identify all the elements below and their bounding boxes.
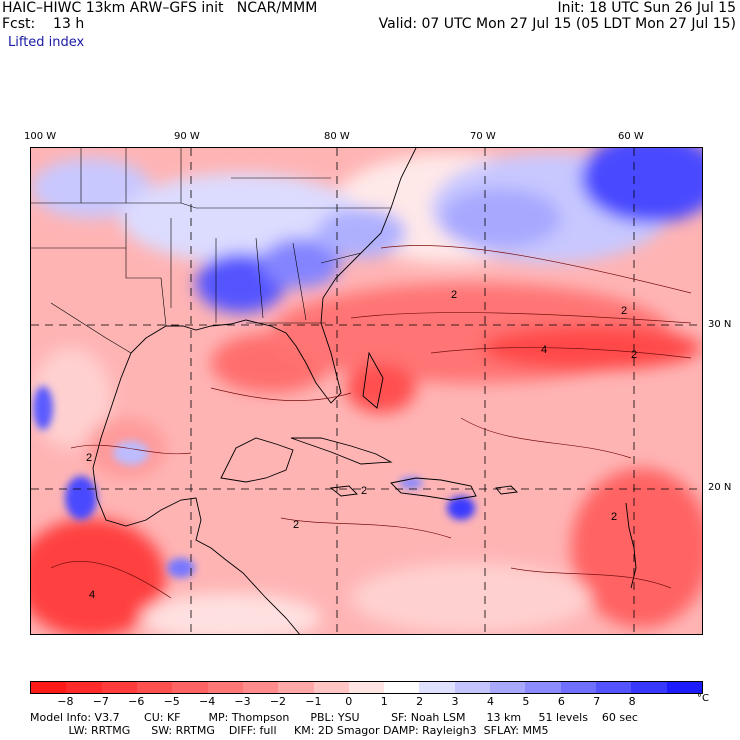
contour-label: 2 bbox=[451, 289, 457, 301]
contour-label: 2 bbox=[631, 349, 637, 361]
colorbar-cell bbox=[596, 682, 632, 693]
map-canvas: 2 2 2 4 2 2 2 4 2 bbox=[31, 148, 702, 634]
colorbar-cell bbox=[490, 682, 526, 693]
colorbar-tick-label: 1 bbox=[380, 695, 388, 708]
colorbar-tick-label: −3 bbox=[234, 695, 251, 708]
colorbar-cell bbox=[560, 682, 596, 693]
colorbar bbox=[30, 681, 703, 694]
init-time: Init: 18 UTC Sun 26 Jul 15 bbox=[557, 0, 736, 16]
colorbar-cell bbox=[348, 682, 385, 693]
colorbar-tick-label: −6 bbox=[128, 695, 145, 708]
colorbar-cell bbox=[66, 682, 102, 693]
contour-label: 2 bbox=[621, 305, 627, 317]
colorbar-cell bbox=[666, 682, 702, 693]
contour-label: 2 bbox=[86, 452, 92, 464]
colorbar-tick-label: 8 bbox=[628, 695, 636, 708]
lifted-index-map: 2 2 2 4 2 2 2 4 2 bbox=[30, 147, 703, 635]
field-name: Lifted index bbox=[8, 35, 85, 50]
valid-time: Valid: 07 UTC Mon 27 Jul 15 (05 LDT Mon … bbox=[378, 16, 736, 32]
colorbar-tick-label: 0 bbox=[345, 695, 353, 708]
forecast-hour: Fcst: 13 h bbox=[2, 16, 85, 32]
lon-label-70w: 70 W bbox=[470, 131, 496, 142]
lat-label-30n: 30 N bbox=[708, 319, 732, 330]
colorbar-cell bbox=[278, 682, 314, 693]
colorbar-cell bbox=[419, 682, 455, 693]
contour-label: 4 bbox=[541, 344, 547, 356]
colorbar-tick-label: 7 bbox=[593, 695, 601, 708]
lon-label-90w: 90 W bbox=[174, 131, 200, 142]
graticule bbox=[31, 148, 702, 634]
colorbar-tick-label: 4 bbox=[486, 695, 494, 708]
contour-label: 4 bbox=[89, 589, 95, 601]
contour-lines bbox=[50, 245, 692, 599]
colorbar-cell bbox=[631, 682, 667, 693]
lon-label-60w: 60 W bbox=[618, 131, 644, 142]
lon-label-80w: 80 W bbox=[324, 131, 350, 142]
state-borders bbox=[31, 148, 391, 354]
colorbar-tick-label: 3 bbox=[451, 695, 459, 708]
colorbar-tick-label: −7 bbox=[92, 695, 109, 708]
colorbar-cell bbox=[31, 682, 67, 693]
contour-label: 2 bbox=[361, 485, 367, 497]
colorbar-tick-label: −5 bbox=[163, 695, 180, 708]
colorbar-cell bbox=[454, 682, 491, 693]
colorbar-tick-label: −8 bbox=[57, 695, 74, 708]
colorbar-cell bbox=[242, 682, 279, 693]
colorbar-tick-label: 6 bbox=[557, 695, 565, 708]
colorbar-cell bbox=[313, 682, 349, 693]
colorbar-cell bbox=[172, 682, 208, 693]
colorbar-cell bbox=[207, 682, 243, 693]
colorbar-cell bbox=[384, 682, 420, 693]
colorbar-tick-label: −1 bbox=[305, 695, 322, 708]
lon-label-100w: 100 W bbox=[24, 131, 57, 142]
model-info-line1: Model Info: V3.7 CU: KF MP: Thompson PBL… bbox=[30, 711, 638, 724]
unstable-spots bbox=[33, 386, 475, 578]
colorbar-cell bbox=[525, 682, 561, 693]
colorbar-unit: °C bbox=[697, 693, 709, 704]
contour-label: 2 bbox=[293, 519, 299, 531]
colorbar-tick-label: −2 bbox=[269, 695, 287, 708]
colorbar-cell bbox=[136, 682, 173, 693]
contour-label: 2 bbox=[611, 511, 617, 523]
colorbar-cell bbox=[101, 682, 137, 693]
colorbar-tick-label: −4 bbox=[198, 695, 216, 708]
model-info-line2: LW: RRTMG SW: RRTMG DIFF: full KM: 2D Sm… bbox=[30, 724, 549, 737]
lat-label-20n: 20 N bbox=[708, 482, 732, 493]
colorbar-tick-label: 2 bbox=[416, 695, 424, 708]
contour-label-group: 2 2 2 4 2 2 2 4 2 bbox=[86, 289, 637, 601]
model-title: HAIC–HIWC 13km ARW–GFS init NCAR/MMM bbox=[2, 0, 318, 16]
coastlines bbox=[92, 148, 637, 634]
colorbar-tick-label: 5 bbox=[522, 695, 530, 708]
